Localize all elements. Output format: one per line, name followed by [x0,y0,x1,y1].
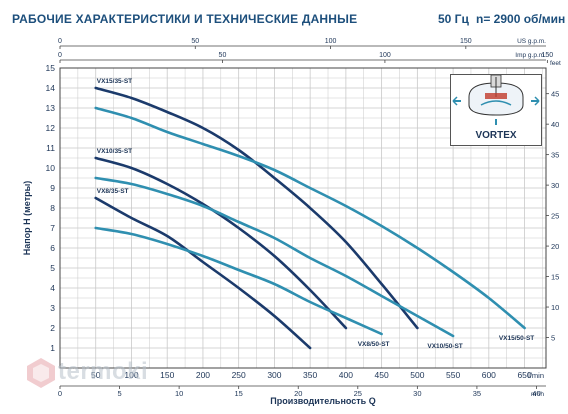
y-tick-label: 3 [50,303,55,313]
x-tick-label-lmin: 150 [160,370,174,380]
curve-start-label: VX8/35-ST [97,188,129,195]
x-tick-label-lmin: 500 [410,370,424,380]
x-tick-label-m3h: 20 [294,389,302,398]
watermark-logo-icon [27,358,55,388]
x-tick-label-impgpm: 150 [542,52,554,59]
curve-vx10-50-st [94,176,455,338]
y-tick-label: 5 [50,263,55,273]
y-tick-label: 14 [46,83,56,93]
y-tick-label: 4 [50,283,55,293]
x-tick-label-lmin: 50 [91,370,101,380]
y-tick-label: 11 [46,143,55,153]
y-tick-label: 6 [50,243,55,253]
x-tick-label-usgpm: 0 [58,38,62,45]
x-tick-label-lmin: 100 [124,370,138,380]
x-tick-label-lmin: 450 [375,370,389,380]
curve-vx8-50-st [94,226,383,336]
watermark-text: termoki [58,358,149,385]
x-tick-label-lmin: 300 [267,370,281,380]
y-tick-label: 7 [50,223,55,233]
y-tick-label: 1 [50,343,55,353]
x-tick-label-lmin: 350 [303,370,317,380]
y-tick-label: 12 [46,123,56,133]
y-right-tick-label: 10 [551,303,559,312]
chart-header: РАБОЧИЕ ХАРАКТЕРИСТИКИ И ТЕХНИЧЕСКИЕ ДАН… [0,0,568,30]
x-tick-label-lmin: 550 [446,370,460,380]
y-right-tick-label: 20 [551,242,559,251]
y-right-tick-label: 30 [551,181,559,190]
x-tick-label-lmin: 650 [517,370,531,380]
x-tick-label-impgpm: 100 [379,52,391,59]
x-tick-label-m3h: 10 [175,389,183,398]
frequency-label: 50 Гц [438,12,469,26]
x-unit-lmin: l/min [528,371,544,380]
x-tick-label-m3h: 40 [532,389,540,398]
curve-end-label: VX15/50-ST [499,335,534,342]
curve-vx10-35-st [94,156,348,330]
axes: 12345678910111213141551015202530354045fe… [22,38,561,406]
y-tick-label: 15 [46,63,56,73]
y-right-tick-label: 45 [551,90,559,99]
y-right-tick-label: 25 [551,212,559,221]
x-unit-m3h: m³/h [531,391,544,398]
plot-frame [59,67,547,369]
curve-vx15-50-st [94,106,526,330]
x-axis-label: Производительность Q [270,396,375,406]
x-tick-label-m3h: 30 [413,389,421,398]
curve-start-label: VX10/35-ST [97,148,132,155]
y-right-tick-label: 15 [551,273,559,282]
y-axis-label: Напор H (метры) [22,181,32,256]
x-tick-label-m3h: 5 [117,389,121,398]
vortex-diagram: VORTEX [450,74,542,146]
x-tick-label-lmin: 250 [232,370,246,380]
curve-labels: VX8/35-ST VX10/35-ST VX15/35-ST VX8/50-ST VX… [97,78,535,350]
curves [94,86,526,350]
x-tick-label-usgpm: 150 [460,38,472,45]
y-right-unit: feet [550,60,561,67]
x-unit-impgpm: Imp g.p.m. [515,52,546,59]
x-tick-label-m3h: 25 [354,389,362,398]
x-tick-label-impgpm: 0 [58,52,62,59]
x-tick-label-usgpm: 100 [325,38,337,45]
x-tick-label-lmin: 200 [196,370,210,380]
y-tick-label: 10 [46,163,56,173]
y-right-tick-label: 5 [551,334,555,343]
y-right-tick-label: 35 [551,151,559,160]
vortex-label: VORTEX [475,130,517,141]
x-tick-label-m3h: 35 [473,389,481,398]
chart-title: РАБОЧИЕ ХАРАКТЕРИСТИКИ И ТЕХНИЧЕСКИЕ ДАН… [12,12,358,26]
watermark: termoki [24,354,164,394]
y-tick-label: 9 [50,183,55,193]
x-tick-label-m3h: 0 [58,389,62,398]
impeller-icon [452,74,540,125]
curve-end-label: VX10/50-ST [427,343,462,350]
x-tick-label-usgpm: 50 [191,38,199,45]
curve-end-label: VX8/50-ST [358,341,390,348]
y-tick-label: 8 [50,203,55,213]
x-tick-label-lmin: 600 [482,370,496,380]
y-right-tick-label: 40 [551,120,559,129]
curve-vx8-35-st [94,196,312,350]
y-tick-label: 13 [46,103,56,113]
y-tick-label: 2 [50,323,55,333]
x-tick-label-m3h: 15 [235,389,243,398]
speed-label: n= 2900 об/мин [476,12,566,26]
x-unit-usgpm: US g.p.m. [517,38,546,45]
x-tick-label-impgpm: 50 [219,52,227,59]
x-tick-label-lmin: 400 [339,370,353,380]
curve-start-label: VX15/35-ST [97,78,132,85]
